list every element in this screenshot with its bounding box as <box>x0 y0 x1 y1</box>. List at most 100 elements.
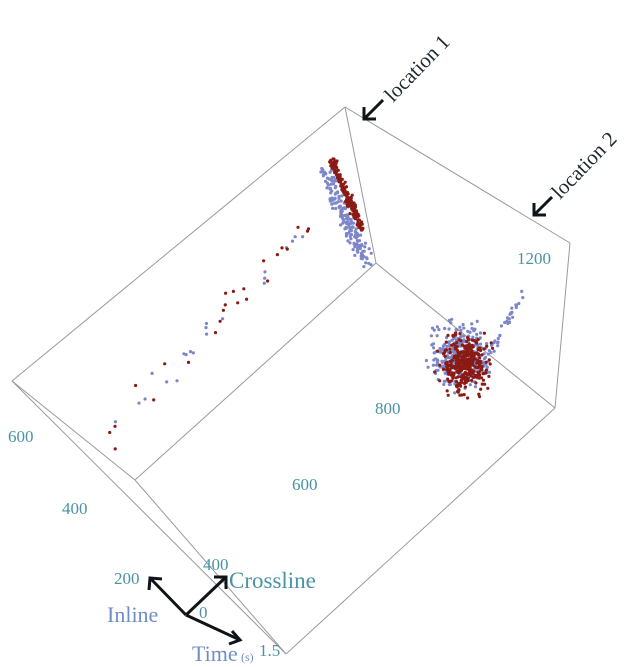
point-trail <box>263 270 267 274</box>
point-series-2 <box>453 344 458 348</box>
point-series-1 <box>441 344 445 348</box>
point-series-2 <box>450 365 454 369</box>
point-series-1 <box>435 358 440 362</box>
point-series-2 <box>466 344 470 348</box>
point-series-1 <box>355 243 359 247</box>
point-series-2 <box>485 344 489 348</box>
point-series-1 <box>431 363 435 367</box>
point-series-2 <box>462 393 466 397</box>
point-series-1 <box>468 383 472 387</box>
point-series-2 <box>449 373 453 377</box>
point-series-2 <box>473 365 477 369</box>
point-trail <box>236 301 240 305</box>
point-series-2 <box>455 341 459 345</box>
point-series-2 <box>332 165 336 169</box>
point-series-2 <box>459 368 464 372</box>
point-series-1 <box>430 343 434 347</box>
point-series-2 <box>447 363 451 367</box>
point-series-2 <box>351 206 355 211</box>
point-series-1 <box>443 326 447 331</box>
point-series-1 <box>485 342 489 346</box>
point-series-1 <box>352 241 356 245</box>
point-series-1 <box>364 261 368 265</box>
point-series-1 <box>325 186 329 190</box>
point-series-1 <box>339 208 343 213</box>
point-series-1 <box>330 202 334 206</box>
point-trail <box>113 447 117 451</box>
point-series-1 <box>334 206 338 211</box>
time-tick-label: 1.5 <box>259 641 280 660</box>
point-series-1 <box>459 328 463 333</box>
point-series-2 <box>482 347 486 351</box>
point-trail <box>275 253 279 257</box>
point-trail <box>188 350 193 354</box>
point-series-1 <box>450 317 454 321</box>
point-series-1 <box>470 322 474 326</box>
point-series-2 <box>487 374 491 378</box>
point-series-1 <box>462 334 466 338</box>
point-series-1 <box>359 256 363 261</box>
crossline-tick-label: 1200 <box>517 249 551 268</box>
point-series-2 <box>474 381 478 385</box>
point-series-1 <box>348 234 352 238</box>
point-series-2 <box>356 215 360 219</box>
point-series-2 <box>473 352 477 356</box>
point-series-1 <box>507 317 511 321</box>
point-series-1 <box>432 351 436 355</box>
point-series-1 <box>348 241 352 245</box>
point-series-2 <box>453 367 458 371</box>
inline-tick-label: 600 <box>8 427 34 446</box>
point-series-2 <box>348 204 352 208</box>
point-series-2 <box>466 372 470 376</box>
point-series-2 <box>335 173 339 177</box>
crossline-arrow <box>184 575 228 617</box>
point-series-1 <box>369 263 373 267</box>
point-series-2 <box>477 346 481 351</box>
point-series-1 <box>359 254 363 258</box>
point-series-2 <box>446 333 450 337</box>
point-cloud-series-2 <box>108 157 495 451</box>
crossline-tick-label: 800 <box>375 399 401 418</box>
point-series-2 <box>359 222 363 226</box>
point-series-1 <box>455 328 459 332</box>
point-series-2 <box>481 372 485 376</box>
point-series-2 <box>467 358 471 362</box>
point-series-2 <box>458 366 462 370</box>
point-series-2 <box>463 385 467 389</box>
point-series-2 <box>457 383 462 387</box>
point-series-1 <box>440 360 444 364</box>
point-series-2 <box>484 368 488 372</box>
point-series-2 <box>459 351 463 355</box>
point-trail <box>290 239 295 243</box>
point-trail <box>152 398 156 402</box>
point-series-1 <box>339 223 343 227</box>
callout-label: location 1 <box>379 30 454 107</box>
point-series-1 <box>359 233 363 237</box>
point-series-1 <box>367 247 371 251</box>
point-series-2 <box>452 371 456 375</box>
point-series-1 <box>363 245 367 249</box>
point-trail <box>186 360 191 364</box>
point-series-2 <box>465 339 469 343</box>
time-arrow <box>185 613 241 642</box>
point-series-1 <box>328 199 332 203</box>
point-series-1 <box>450 338 454 342</box>
point-trail <box>165 380 169 384</box>
point-series-2 <box>455 380 459 384</box>
point-trail <box>143 397 147 401</box>
point-series-2 <box>337 178 341 182</box>
point-series-1 <box>496 340 500 344</box>
point-series-1 <box>517 301 521 306</box>
point-series-1 <box>434 363 439 367</box>
point-series-2 <box>460 380 464 384</box>
point-series-2 <box>466 347 471 351</box>
point-series-2 <box>447 370 451 374</box>
point-series-2 <box>470 338 474 342</box>
point-series-1 <box>344 226 348 230</box>
point-series-1 <box>478 331 483 335</box>
point-series-1 <box>354 231 358 235</box>
point-series-1 <box>329 177 333 181</box>
point-series-2 <box>345 197 349 201</box>
box-edge <box>344 106 571 244</box>
point-series-1 <box>363 241 368 245</box>
